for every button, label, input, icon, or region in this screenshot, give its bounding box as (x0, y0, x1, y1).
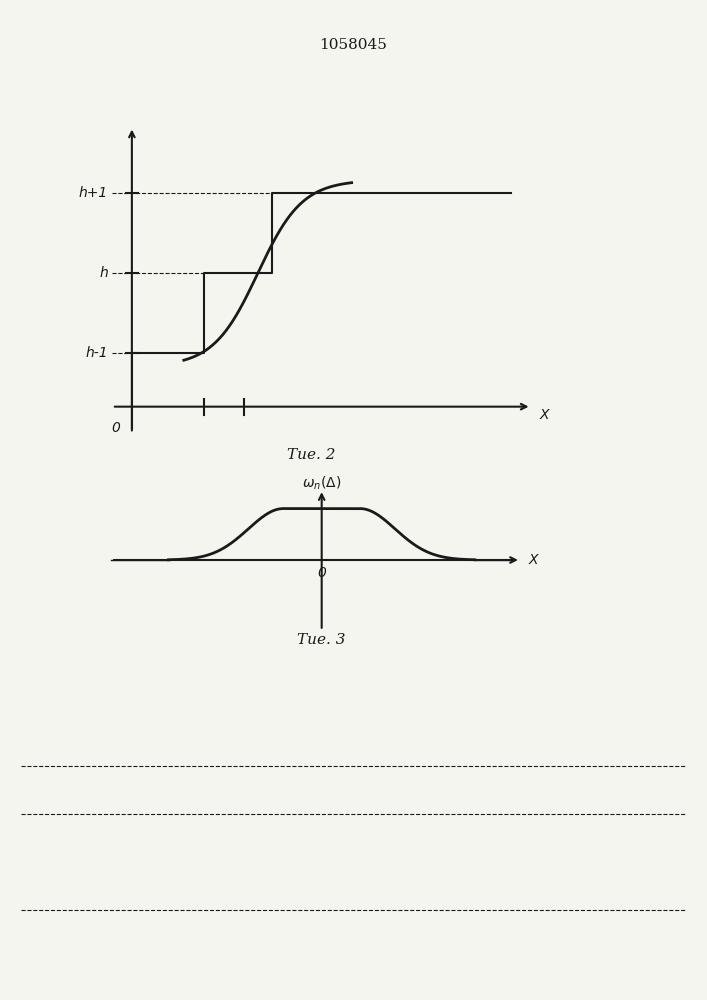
Text: X: X (529, 553, 538, 567)
Text: 1058045: 1058045 (320, 38, 387, 52)
Text: $\omega_n(\Delta)$: $\omega_n(\Delta)$ (302, 474, 341, 492)
Text: 0: 0 (317, 566, 326, 580)
Text: X: X (539, 408, 549, 422)
Text: h+1: h+1 (78, 186, 108, 200)
Text: h: h (99, 266, 108, 280)
Text: Τие. 2: Τие. 2 (288, 448, 336, 462)
Text: Τие. 3: Τие. 3 (298, 633, 346, 647)
Text: 0: 0 (112, 421, 120, 435)
Text: h-1: h-1 (86, 346, 108, 360)
